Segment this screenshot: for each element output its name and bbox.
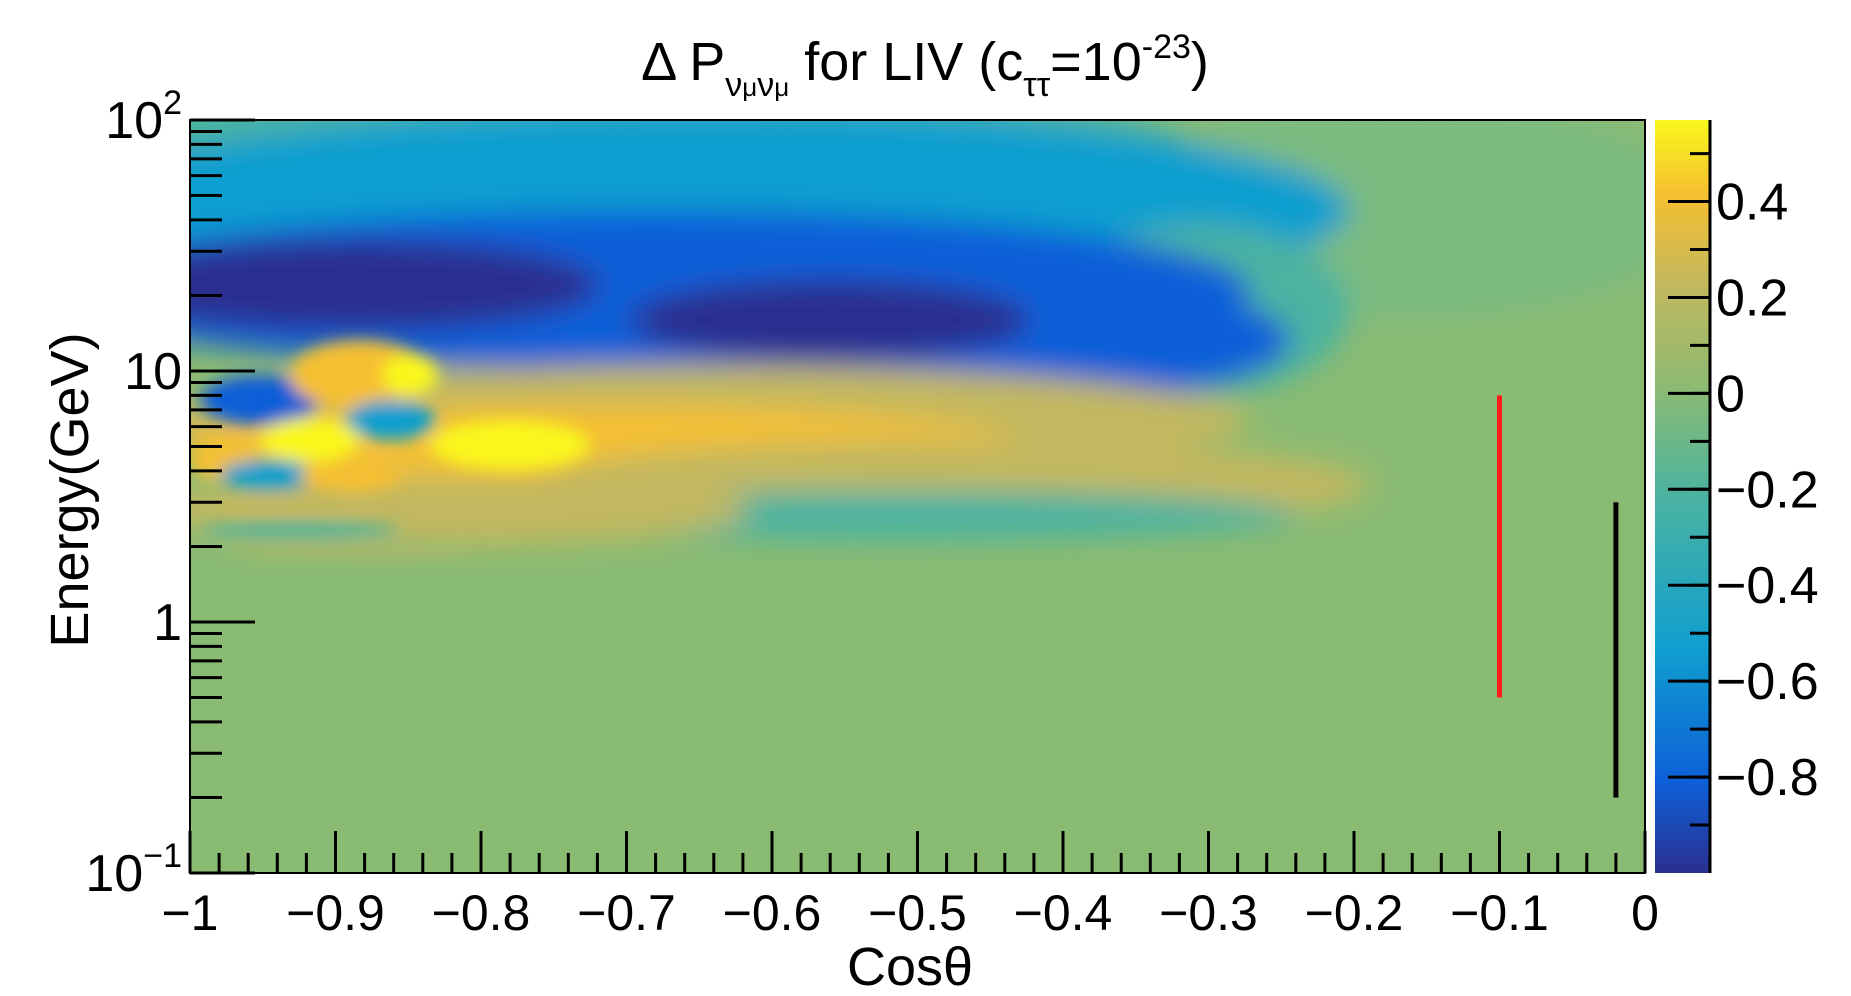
colorbar-tick-label: −0.2 bbox=[1716, 461, 1819, 519]
colorbar-axis: 0.4 0.2 0 −0.2 −0.4 −0.6 −0.8 bbox=[1668, 120, 1819, 873]
x-tick-label: −0.8 bbox=[432, 885, 531, 941]
marker-lines bbox=[1497, 395, 1619, 798]
chart-title: Δ Pνμνμ for LIV (cττ=10-23) bbox=[641, 28, 1209, 104]
x-axis: −1 −0.9 −0.8 −0.7 −0.6 −0.5 −0.4 −0.3 −0.2 −0.1 0 bbox=[161, 831, 1659, 941]
colorbar-tick-label: −0.8 bbox=[1716, 749, 1819, 807]
y-tick-label: 1 bbox=[153, 594, 182, 652]
x-tick-label: −0.6 bbox=[723, 885, 822, 941]
colorbar bbox=[1655, 120, 1710, 873]
y-tick-label: 10 bbox=[124, 343, 182, 401]
x-tick-label: −0.1 bbox=[1450, 885, 1549, 941]
colorbar-tick-label: 0.4 bbox=[1716, 174, 1788, 232]
colorbar-tick-label: 0.2 bbox=[1716, 269, 1788, 327]
x-tick-label: −1 bbox=[161, 885, 218, 941]
x-tick-label: −0.5 bbox=[868, 885, 967, 941]
y-tick-label: 10−1 bbox=[85, 837, 182, 903]
x-tick-label: −0.9 bbox=[286, 885, 385, 941]
x-axis-label: Cosθ bbox=[847, 937, 973, 996]
x-tick-label: −0.2 bbox=[1305, 885, 1404, 941]
heatmap-details bbox=[190, 340, 590, 557]
x-tick-label: 0 bbox=[1631, 885, 1659, 941]
y-axis: 102 10 1 10−1 bbox=[85, 84, 255, 903]
y-tick-label: 102 bbox=[105, 84, 182, 150]
x-tick-label: −0.4 bbox=[1014, 885, 1113, 941]
heatmap-field bbox=[190, 120, 1645, 873]
x-tick-label: −0.7 bbox=[577, 885, 676, 941]
colorbar-tick-label: 0 bbox=[1716, 365, 1745, 423]
y-axis-label: Energy(GeV) bbox=[40, 332, 100, 647]
x-tick-label: −0.3 bbox=[1159, 885, 1258, 941]
colorbar-tick-label: −0.4 bbox=[1716, 557, 1819, 615]
colorbar-tick-label: −0.6 bbox=[1716, 653, 1819, 711]
